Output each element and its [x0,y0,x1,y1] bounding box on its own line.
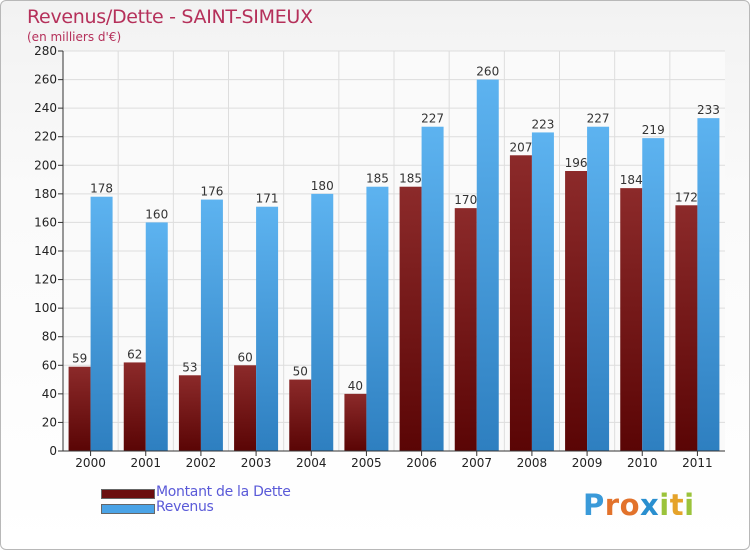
data-label-revenus: 178 [90,182,113,196]
logo-letter: i [684,488,695,522]
x-tick-label: 2006 [406,456,437,470]
x-tick-label: 2003 [241,456,272,470]
bar-revenus [587,126,610,451]
data-label-revenus: 227 [587,112,610,126]
x-tick-label: 2010 [627,456,658,470]
x-tick-label: 2008 [517,456,548,470]
y-tick-label: 220 [34,130,57,144]
x-tick-label: 2005 [351,456,382,470]
legend-swatch-revenus [101,504,155,514]
bar-dette [675,205,698,451]
chart-subtitle: (en milliers d'€) [27,30,122,44]
data-label-revenus: 180 [311,179,334,193]
axes: 0 20 40 60 80 100 120 140 160 180 200 220 240 260 280 2… [34,44,725,470]
data-label-revenus: 185 [366,172,389,186]
legend-label-revenus: Revenus [156,499,214,515]
bar-dette [565,171,588,451]
data-label-dette: 207 [509,140,532,154]
bar-dette [178,375,201,451]
y-tick-label: 100 [34,301,57,315]
y-tick-label: 120 [34,273,57,287]
data-label-revenus: 227 [421,112,444,126]
y-tick-label: 0 [49,444,57,458]
data-label-revenus: 223 [531,117,554,131]
y-tick-label: 80 [42,330,57,344]
bar-dette [68,366,91,451]
y-tick-label: 40 [42,387,57,401]
logo-letter: o [619,488,641,522]
bar-dette [454,208,477,451]
x-tick-label: 2000 [75,456,106,470]
bar-revenus [256,206,279,451]
bar-revenus [476,79,499,452]
y-tick-label: 280 [34,44,57,58]
data-label-dette: 62 [127,347,142,361]
x-tick-label: 2002 [186,456,217,470]
logo-letter: P [583,488,605,522]
data-label-revenus: 176 [200,185,223,199]
y-tick-label: 140 [34,244,57,258]
logo-letter: t [669,488,685,522]
proxiti-logo: Proxiti [583,488,695,522]
data-label-dette: 184 [620,173,643,187]
y-tick-label: 160 [34,215,57,229]
bar-revenus [90,196,113,451]
bar-dette [289,379,312,451]
legend-swatch-debt [101,489,155,499]
data-label-dette: 185 [399,172,422,186]
data-label-revenus: 233 [697,103,720,117]
bar-revenus [642,138,665,451]
data-label-dette: 60 [237,350,252,364]
chart-title: Revenus/Dette - SAINT-SIMEUX [27,6,313,28]
bar-dette [344,393,367,451]
x-tick-label: 2007 [461,456,492,470]
y-tick-label: 200 [34,158,57,172]
data-label-revenus: 171 [256,192,279,206]
data-label-dette: 170 [454,193,477,207]
x-tick-label: 2001 [130,456,161,470]
data-label-revenus: 160 [145,207,168,221]
grid-lines [63,50,725,452]
bar-dette [234,365,257,451]
data-label-dette: 50 [293,365,308,379]
bar-revenus [145,222,168,451]
bar-dette [399,186,422,451]
logo-letter: r [604,488,620,522]
y-tick-label: 180 [34,187,57,201]
logo-letter: x [640,488,660,522]
y-tick-label: 260 [34,73,57,87]
logo-letter: i [659,488,670,522]
y-tick-label: 240 [34,101,57,115]
bar-revenus [200,199,223,451]
data-label-dette: 196 [565,156,588,170]
bar-dette [509,155,532,452]
bar-revenus [697,118,720,452]
data-label-revenus: 260 [476,65,499,79]
x-tick-label: 2009 [572,456,603,470]
x-tick-label: 2004 [296,456,327,470]
x-tick-label: 2011 [682,456,713,470]
bar-revenus [366,186,389,451]
legend-label-debt: Montant de la Dette [156,484,291,500]
data-label-revenus: 219 [642,123,665,137]
data-labels: 59 178 62 160 53 176 60 171 50 180 40 185 185 227 170 2… [72,65,720,393]
bar-revenus [421,126,444,451]
y-tick-label: 60 [42,358,57,372]
bars [68,79,720,452]
bar-dette [620,188,643,451]
y-tick-label: 20 [42,415,57,429]
data-label-dette: 40 [348,379,363,393]
bar-revenus [311,193,334,451]
data-label-dette: 172 [675,190,698,204]
bar-dette [123,362,146,451]
data-label-dette: 53 [182,360,197,374]
data-label-dette: 59 [72,352,87,366]
bar-revenus [531,132,554,451]
